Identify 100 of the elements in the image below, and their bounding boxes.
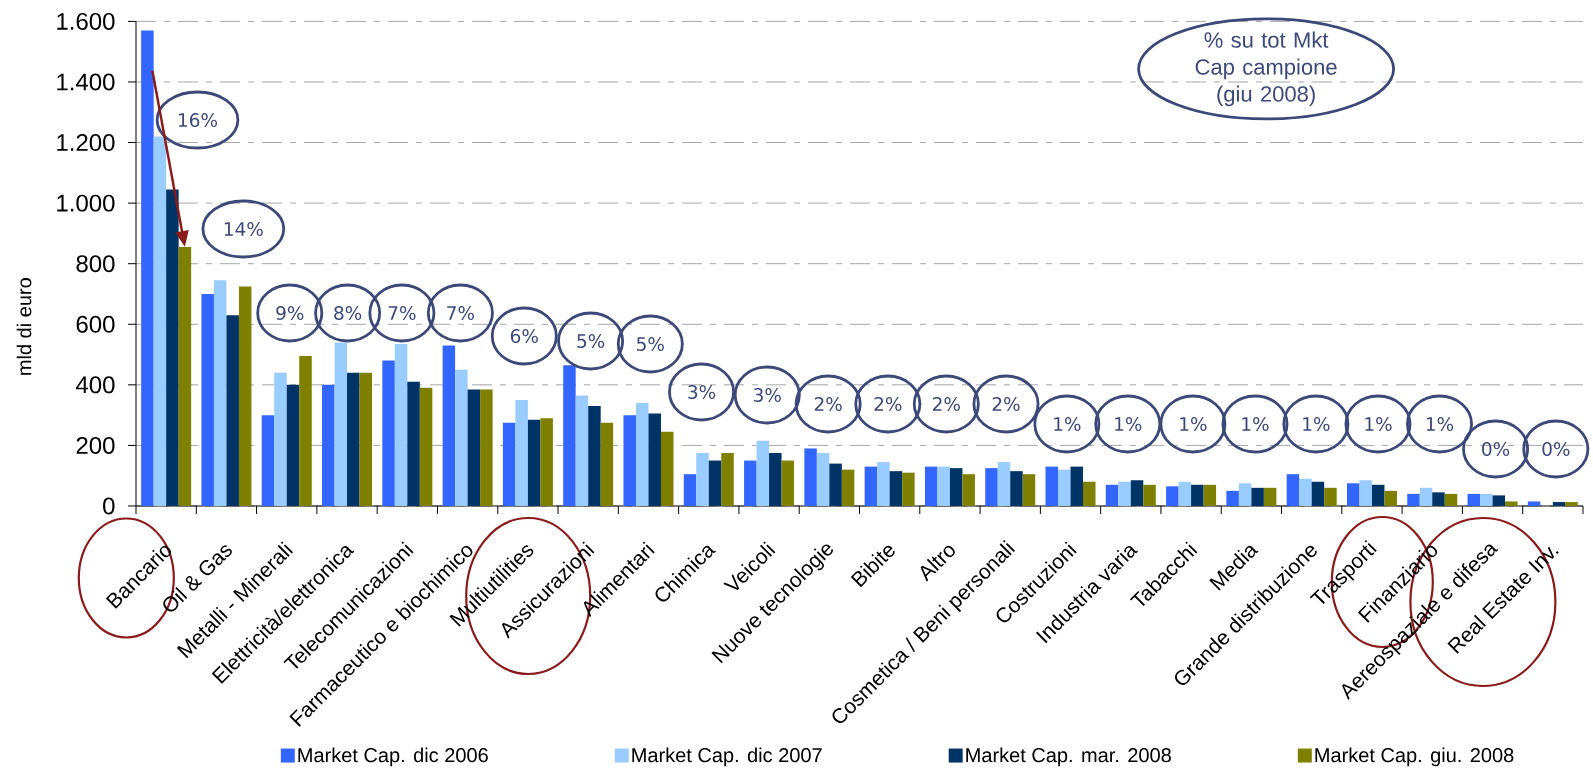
bar xyxy=(623,415,636,506)
bar xyxy=(708,460,722,506)
bar xyxy=(648,413,661,506)
bar xyxy=(1371,484,1385,506)
bar xyxy=(1324,487,1337,506)
bar xyxy=(382,360,395,506)
bar xyxy=(286,384,300,506)
bar xyxy=(480,389,493,506)
bar xyxy=(1432,492,1445,506)
bar xyxy=(467,389,481,506)
legend-label: Market Cap. dic 2006 xyxy=(298,747,488,767)
annotation: 8% xyxy=(334,305,362,320)
bar xyxy=(949,468,963,506)
bar xyxy=(201,293,214,506)
bar xyxy=(1010,471,1023,506)
bar xyxy=(238,286,252,506)
bar xyxy=(1058,469,1071,506)
bar xyxy=(696,452,709,506)
bar xyxy=(1251,487,1264,506)
annotation: 0% xyxy=(1482,441,1510,456)
bar xyxy=(322,384,335,506)
y-tick-label: 200 xyxy=(76,436,115,454)
bar xyxy=(1565,502,1578,506)
y-tick-label: 800 xyxy=(76,255,115,273)
bar xyxy=(962,474,975,506)
annotation: 1% xyxy=(1365,416,1392,431)
bar xyxy=(1552,502,1566,506)
y-tick-label: 1.000 xyxy=(57,194,115,212)
bar xyxy=(1143,484,1156,506)
bar xyxy=(1480,493,1493,506)
bar xyxy=(1492,495,1506,506)
annotation: 1% xyxy=(1303,416,1330,431)
y-tick-label: 400 xyxy=(75,376,115,394)
bar xyxy=(527,419,541,506)
bar xyxy=(359,372,373,506)
bar xyxy=(588,406,601,506)
bar xyxy=(1419,487,1433,506)
annotation: 2% xyxy=(932,396,960,411)
bar xyxy=(660,431,674,506)
annotation: % su tot Mkt Cap campione (giu 2008) xyxy=(1195,31,1337,107)
bar xyxy=(1166,486,1179,506)
y-tick-label: 600 xyxy=(76,315,115,333)
bar xyxy=(829,463,842,506)
bar xyxy=(1444,493,1458,506)
bar xyxy=(769,452,782,506)
bar xyxy=(1263,487,1277,506)
bar xyxy=(1407,493,1420,506)
annotation: 2% xyxy=(992,396,1020,411)
annotation: 1% xyxy=(1180,416,1207,431)
legend-label: Market Cap. mar. 2008 xyxy=(966,747,1171,767)
y-axis-title: mld di euro xyxy=(16,278,32,375)
bar xyxy=(841,469,855,506)
bar xyxy=(166,189,179,506)
bar xyxy=(1384,490,1397,506)
legend-label: Market Cap. giu. 2008 xyxy=(1315,747,1514,767)
bar xyxy=(226,315,239,506)
annotation: 1% xyxy=(1426,416,1454,431)
bar xyxy=(781,460,795,506)
bar xyxy=(394,343,408,506)
bar xyxy=(502,422,516,506)
annotation: 16% xyxy=(178,112,218,127)
annotation: 1% xyxy=(1242,416,1269,431)
y-tick-label: 1.200 xyxy=(57,134,115,152)
bar xyxy=(347,372,360,506)
bar xyxy=(635,403,649,506)
bar xyxy=(1070,466,1084,506)
bar xyxy=(816,452,830,506)
bar xyxy=(261,415,275,506)
annotation: 1% xyxy=(1054,416,1081,431)
bar xyxy=(804,448,817,506)
bar xyxy=(274,372,287,506)
bar xyxy=(515,399,528,506)
bar xyxy=(153,136,167,506)
bar xyxy=(455,369,468,506)
bar xyxy=(1527,501,1541,506)
bar xyxy=(985,468,998,506)
bar xyxy=(902,472,915,506)
bar xyxy=(683,474,697,506)
bar xyxy=(756,440,770,506)
bar xyxy=(141,30,154,506)
bar xyxy=(997,462,1011,506)
bar xyxy=(1359,480,1372,506)
bar xyxy=(407,381,420,506)
annotation: 5% xyxy=(637,336,664,351)
annotation: 3% xyxy=(753,387,781,402)
y-tick-label: 1.600 xyxy=(57,12,115,30)
bar xyxy=(1311,481,1325,506)
bar xyxy=(1130,480,1144,506)
bar xyxy=(1045,466,1059,506)
bar xyxy=(1346,483,1360,506)
bar xyxy=(1286,474,1300,506)
bar xyxy=(1299,478,1312,506)
bar xyxy=(419,387,433,506)
annotation: 5% xyxy=(577,333,605,348)
bar xyxy=(889,471,903,506)
bar xyxy=(937,466,950,506)
bar xyxy=(877,462,890,506)
bar xyxy=(540,418,553,506)
annotation: 1% xyxy=(1115,416,1142,431)
bar xyxy=(1178,481,1192,506)
